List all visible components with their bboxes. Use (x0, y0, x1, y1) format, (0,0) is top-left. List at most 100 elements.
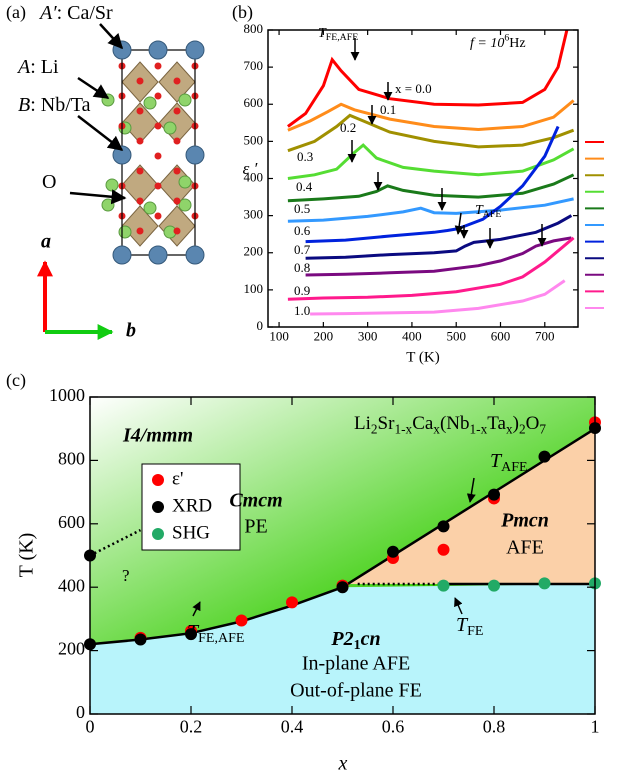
x-tick-label: 600 (491, 328, 511, 343)
label-part: O (526, 413, 540, 434)
label-part: AFE (483, 209, 502, 220)
label-part: Hz (509, 36, 525, 51)
y-tick-label: 700 (244, 58, 264, 73)
site-label: B: Nb/Ta (18, 94, 91, 116)
o-atom (137, 78, 144, 85)
o-atom (155, 183, 162, 190)
label-part: AFE (501, 460, 527, 475)
label-part: 7 (539, 422, 546, 437)
o-atom (155, 213, 162, 220)
o-atom (174, 78, 181, 85)
curve-label: 1.0 (294, 303, 310, 318)
o-atom (155, 63, 162, 70)
li-atom (144, 202, 156, 214)
x-tick-label: 500 (446, 328, 466, 343)
o-atom (137, 198, 144, 205)
site-name: : Nb/Ta (30, 94, 90, 116)
curve (288, 199, 574, 221)
y-tick-label: 600 (244, 95, 264, 110)
legend-swatch (152, 528, 164, 540)
site-name: : Li (30, 56, 59, 78)
a-prime-atom (113, 41, 131, 59)
y-tick-label: 400 (58, 575, 85, 595)
label-part: cn (361, 628, 381, 650)
annotation: TAFE (475, 203, 501, 220)
panel-label: (b) (232, 2, 253, 23)
site-label: A′: Ca/Sr (38, 2, 113, 24)
legend-label: SHG (172, 522, 210, 543)
phase-label: Pmcn (500, 510, 549, 532)
data-point (438, 580, 450, 592)
o-atom (174, 198, 181, 205)
phase-label: Cmcm (229, 490, 282, 512)
arrow (78, 116, 122, 150)
label-part: Li (354, 413, 371, 434)
x-tick-label: 200 (314, 328, 334, 343)
data-point (236, 614, 248, 626)
axis-a: a (41, 231, 51, 253)
formula: Li2Sr1-xCax(Nb1-xTax)2O7 (354, 413, 546, 436)
figure: (a)A′: Ca/SrA: LiB: Nb/TaOab(b)x = 0.00.… (0, 0, 617, 778)
phase-label: PE (244, 516, 267, 538)
arrow (70, 193, 125, 198)
label-part: 1 (354, 638, 361, 653)
data-point (135, 634, 147, 646)
label-part: Ca (412, 413, 434, 434)
site-name: : Ca/Sr (57, 2, 113, 24)
curve (306, 216, 572, 259)
o-atom (155, 153, 162, 160)
label-part: 2 (371, 422, 378, 437)
y-tick-label: 300 (244, 207, 264, 222)
curve (288, 175, 574, 201)
label-part: FE,AFE (326, 32, 358, 43)
o-atom (155, 123, 162, 130)
plot-frame (268, 30, 578, 327)
label-part: f = 10 (470, 36, 504, 51)
question-mark: ? (122, 566, 130, 585)
y-tick-label: 200 (58, 639, 85, 659)
phase-label: Out-of-plane FE (290, 680, 422, 702)
annotation: TFE,AFE (318, 26, 358, 43)
y-tick-label: 100 (244, 281, 264, 296)
label-part: Sr (378, 413, 396, 434)
x-tick-label: 0 (86, 717, 95, 737)
curve-label: 0.5 (294, 201, 310, 216)
legend-label: XRD (172, 495, 212, 516)
axis-b: b (126, 320, 136, 342)
x-tick-label: 400 (402, 328, 422, 343)
phase-label: In-plane AFE (302, 653, 410, 675)
label-part: 2 (519, 422, 526, 437)
data-point (387, 546, 399, 558)
y-tick-label: 0 (257, 318, 264, 333)
y-tick-label: 0 (76, 702, 85, 722)
y-tick-label: 1000 (49, 385, 85, 405)
x-tick-label: 0.8 (483, 717, 506, 737)
li-atom (179, 94, 191, 106)
curve (288, 238, 574, 299)
o-atom (155, 93, 162, 100)
label-part: 1-x (394, 422, 412, 437)
a-prime-atom (186, 41, 204, 59)
curve-label: 0.4 (296, 179, 313, 194)
site-name: O (42, 171, 56, 193)
curve-label: 0.8 (294, 260, 310, 275)
x-tick-label: 1 (591, 717, 600, 737)
data-point (539, 577, 551, 589)
a-prime-atom (113, 246, 131, 264)
octahedron (159, 206, 195, 246)
label-part: FE (467, 624, 483, 639)
site-symbol: B (18, 94, 30, 116)
y-tick-label: 500 (244, 132, 264, 147)
li-atom (164, 122, 176, 134)
label-part: P2 (330, 628, 353, 650)
x-axis-title: T (K) (406, 349, 439, 365)
o-atom (137, 228, 144, 235)
li-atom (144, 97, 156, 109)
panel-label: (a) (6, 2, 26, 23)
arrow (458, 213, 461, 234)
label-part: (Nb (440, 413, 470, 434)
o-atom (137, 168, 144, 175)
data-point (488, 580, 500, 592)
curve-label: x = 0.0 (395, 81, 432, 96)
y-tick-label: 800 (58, 449, 85, 469)
